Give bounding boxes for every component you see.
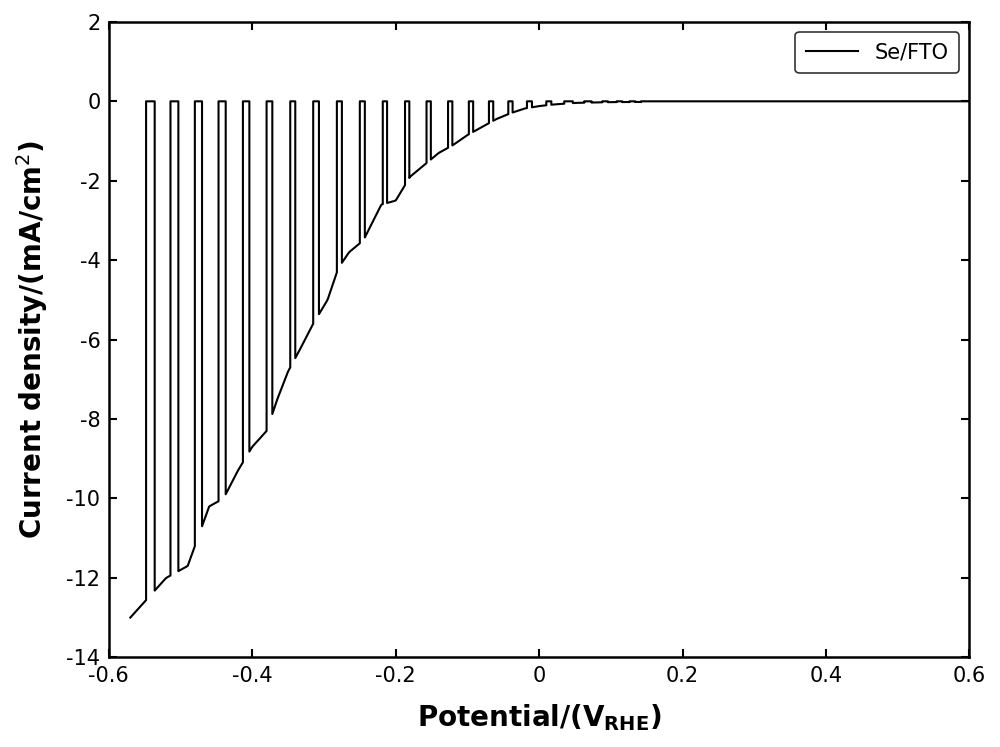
- Se/FTO: [796, 97, 808, 106]
- Se/FTO: [521, 104, 533, 113]
- Y-axis label: Current density/(mA/cm$^2$): Current density/(mA/cm$^2$): [14, 140, 50, 539]
- Legend: Se/FTO: Se/FTO: [795, 32, 959, 73]
- Se/FTO: [678, 97, 690, 106]
- Se/FTO: [124, 613, 136, 622]
- Line: Se/FTO: Se/FTO: [130, 102, 969, 618]
- Se/FTO: [350, 242, 362, 251]
- Se/FTO: [855, 97, 867, 106]
- Se/FTO: [140, 97, 152, 106]
- X-axis label: Potential/(V$_{\mathregular{RHE}}$): Potential/(V$_{\mathregular{RHE}}$): [417, 702, 661, 733]
- Se/FTO: [709, 97, 721, 106]
- Se/FTO: [963, 97, 975, 106]
